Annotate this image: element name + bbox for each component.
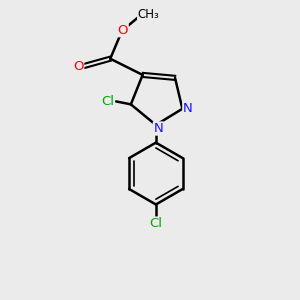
Text: N: N [183,102,193,115]
Text: N: N [153,122,163,135]
Text: O: O [73,60,84,73]
Text: Cl: Cl [101,95,114,108]
Text: Cl: Cl [149,217,162,230]
Text: CH₃: CH₃ [138,8,159,21]
Text: O: O [118,24,128,37]
